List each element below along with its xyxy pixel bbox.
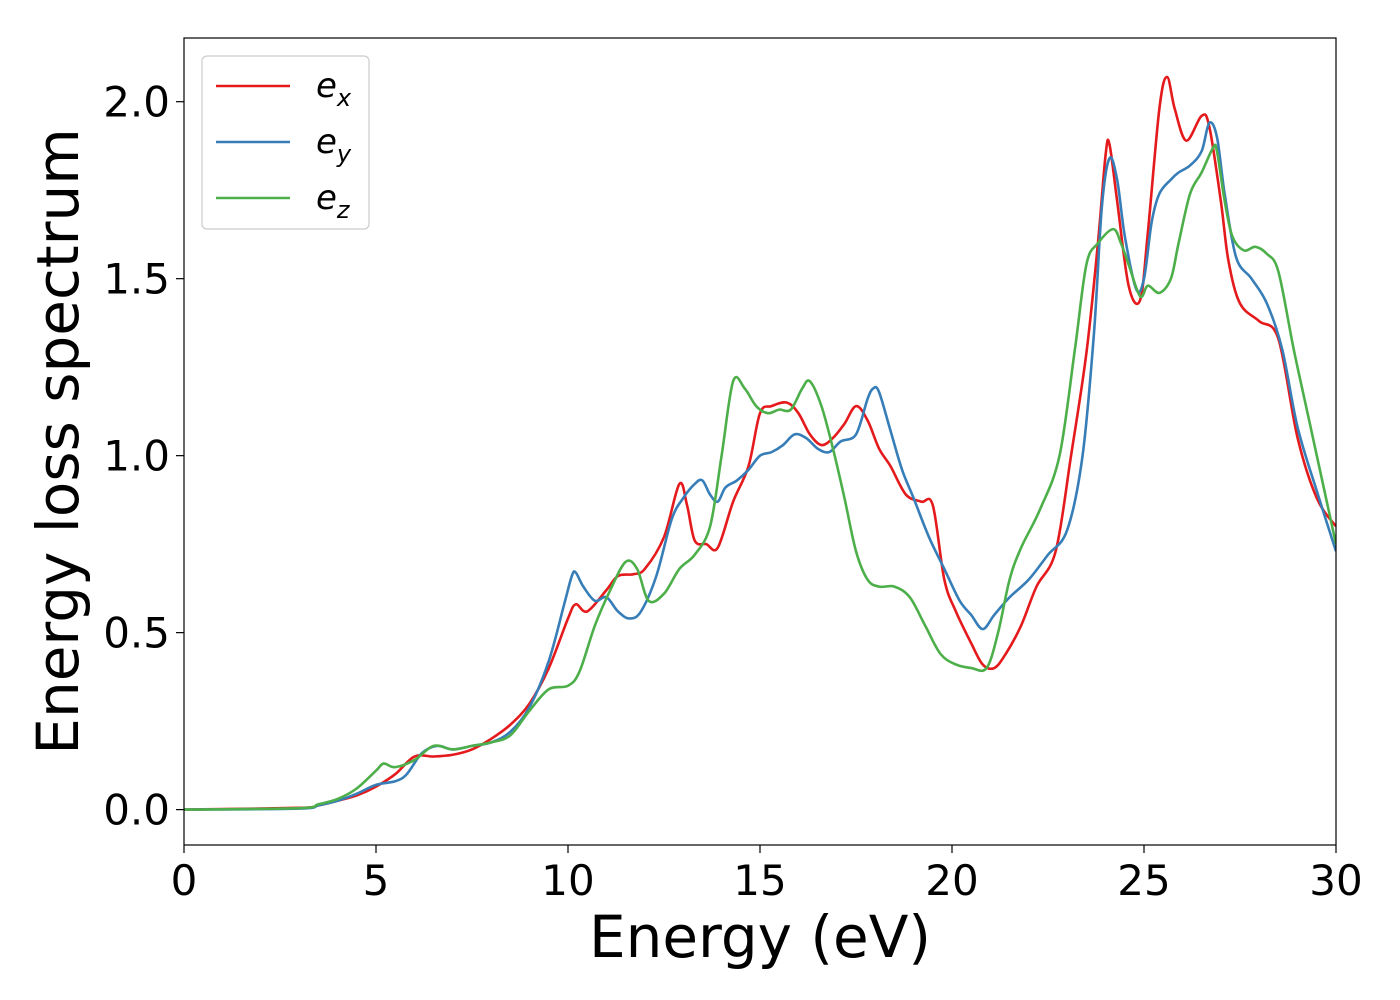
- y-tick-label: 1.0: [103, 432, 170, 481]
- legend-label-ex: ex: [316, 66, 352, 112]
- x-tick-label: 5: [363, 856, 390, 905]
- x-tick-label: 15: [733, 856, 786, 905]
- x-axis-ticks: 0 5 10 15 20 25 30: [171, 845, 1363, 905]
- series-line-ex: [184, 75, 1336, 811]
- x-tick-label: 0: [171, 856, 198, 905]
- x-tick-label: 20: [925, 856, 978, 905]
- legend-label-ez: ez: [316, 178, 351, 224]
- legend: ex ey ez: [201, 55, 370, 230]
- y-tick-label: 1.5: [103, 255, 170, 304]
- y-axis-ticks: 0.0 0.5 1.0 1.5 2.0: [103, 78, 184, 835]
- y-tick-label: 2.0: [103, 78, 170, 127]
- series-line-ez: [184, 143, 1336, 811]
- plot-lines: [184, 75, 1336, 811]
- series-line-ey: [184, 121, 1336, 811]
- x-tick-label: 10: [541, 856, 594, 905]
- y-axis-title: Energy loss spectrum: [24, 128, 92, 754]
- x-axis-title: Energy (eV): [589, 903, 931, 971]
- x-tick-label: 30: [1309, 856, 1362, 905]
- y-tick-label: 0.0: [103, 786, 170, 835]
- y-tick-label: 0.5: [103, 609, 170, 658]
- legend-label-ey: ey: [316, 122, 352, 168]
- x-tick-label: 25: [1117, 856, 1170, 905]
